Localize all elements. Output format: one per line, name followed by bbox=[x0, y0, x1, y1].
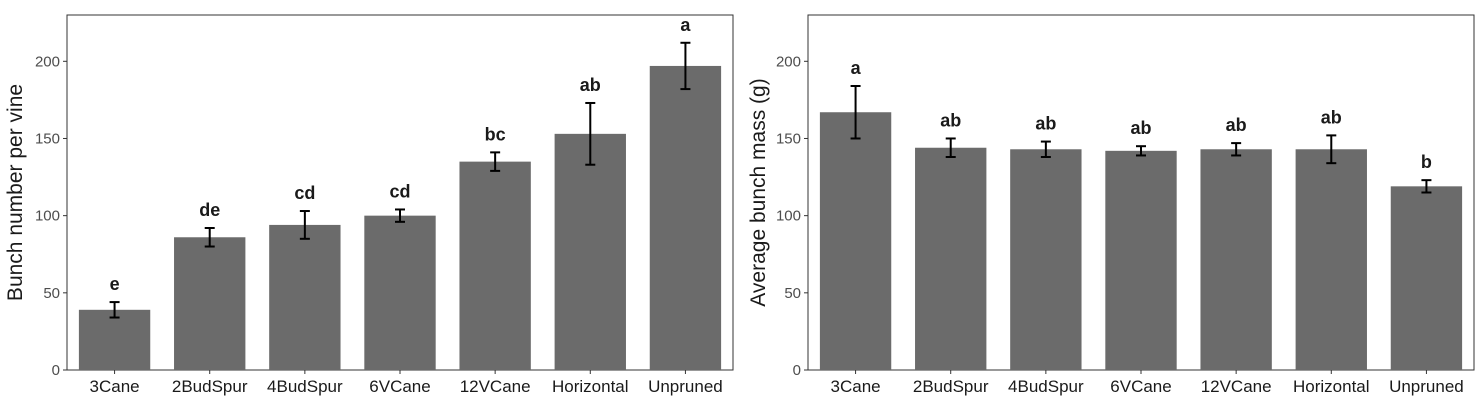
y-axis-title: Average bunch mass (g) bbox=[747, 78, 770, 306]
x-tick-label: 4BudSpur bbox=[267, 377, 343, 396]
bar-Horizontal bbox=[1295, 149, 1367, 370]
x-tick-label: Horizontal bbox=[552, 377, 629, 396]
significance-label: ab bbox=[580, 75, 601, 95]
bar-3Cane bbox=[819, 112, 892, 370]
bar-6VCane bbox=[1105, 150, 1177, 370]
significance-label: a bbox=[680, 15, 691, 35]
bar-Unpruned bbox=[649, 65, 722, 370]
y-tick-label: 150 bbox=[35, 130, 60, 147]
bar-4BudSpur bbox=[1010, 149, 1082, 370]
significance-label: cd bbox=[389, 181, 410, 201]
y-axis-title: Bunch number per vine bbox=[4, 84, 27, 301]
significance-label: ab bbox=[1226, 115, 1247, 135]
bar-Unpruned bbox=[1390, 186, 1463, 370]
y-tick-label: 200 bbox=[35, 53, 60, 70]
x-tick-label: 3Cane bbox=[90, 377, 140, 396]
bar-Horizontal bbox=[554, 133, 626, 370]
significance-label: ab bbox=[1130, 118, 1151, 138]
x-tick-label: 12VCane bbox=[460, 377, 531, 396]
x-tick-label: 6VCane bbox=[369, 377, 430, 396]
y-tick-label: 0 bbox=[793, 362, 801, 379]
significance-label: b bbox=[1421, 152, 1432, 172]
y-tick-label: 200 bbox=[776, 53, 801, 70]
bar-2BudSpur bbox=[915, 147, 987, 370]
bar-12VCane bbox=[459, 161, 531, 370]
bar-12VCane bbox=[1200, 149, 1272, 370]
bar-3Cane bbox=[78, 309, 151, 370]
x-tick-label: Unpruned bbox=[1389, 377, 1464, 396]
x-tick-label: 6VCane bbox=[1110, 377, 1171, 396]
y-tick-label: 100 bbox=[35, 208, 60, 225]
x-tick-label: 12VCane bbox=[1201, 377, 1272, 396]
x-tick-label: Horizontal bbox=[1293, 377, 1370, 396]
chart-panel-2: 0 50 100 150 200 Average bunch mass (g) a 3Cane… bbox=[747, 14, 1475, 396]
y-tick-label: 50 bbox=[784, 285, 801, 302]
significance-label: ab bbox=[940, 110, 961, 130]
y-tick-label: 0 bbox=[52, 362, 60, 379]
x-tick-label: 3Cane bbox=[831, 377, 881, 396]
y-tick-label: 100 bbox=[776, 208, 801, 225]
significance-label: bc bbox=[485, 124, 506, 144]
significance-label: de bbox=[199, 200, 220, 220]
significance-label: e bbox=[110, 274, 120, 294]
x-tick-label: 4BudSpur bbox=[1008, 377, 1084, 396]
y-tick-label: 150 bbox=[776, 130, 801, 147]
x-tick-label: 2BudSpur bbox=[172, 377, 248, 396]
bar-4BudSpur bbox=[269, 224, 341, 370]
x-tick-label: Unpruned bbox=[648, 377, 723, 396]
significance-label: ab bbox=[1321, 107, 1342, 127]
x-tick-label: 2BudSpur bbox=[913, 377, 989, 396]
y-tick-label: 50 bbox=[43, 285, 60, 302]
significance-label: ab bbox=[1035, 114, 1056, 134]
significance-label: a bbox=[851, 58, 862, 78]
significance-label: cd bbox=[294, 183, 315, 203]
chart-panel-1: 0 50 100 150 200 Bunch number per vine e 3Cane d… bbox=[4, 14, 734, 396]
bar-2BudSpur bbox=[174, 237, 246, 370]
bar-6VCane bbox=[364, 215, 436, 370]
